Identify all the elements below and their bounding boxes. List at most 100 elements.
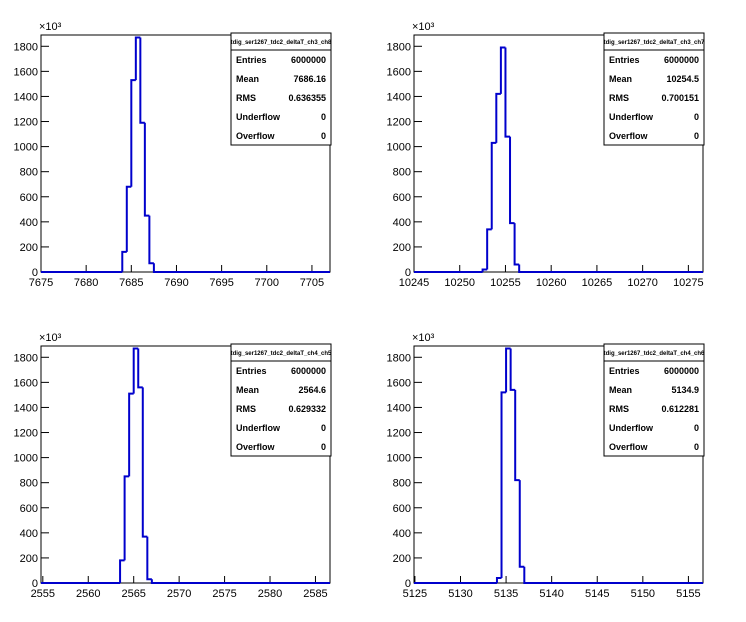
x-tick-label: 5130 xyxy=(448,588,472,600)
x-tick-label: 10265 xyxy=(582,277,613,289)
stats-label: Entries xyxy=(609,55,640,65)
y-tick-label: 1400 xyxy=(14,402,38,414)
hist-bin xyxy=(499,46,506,94)
stats-value: 0.629332 xyxy=(288,404,326,414)
x-tick-label: 5125 xyxy=(403,588,427,600)
hist-bin xyxy=(504,47,511,138)
hist-bin xyxy=(486,228,492,270)
y-tick-label: 0 xyxy=(32,578,38,590)
stats-label: Mean xyxy=(609,385,632,395)
x-tick-label: 10275 xyxy=(673,277,704,289)
x-tick-label: 10260 xyxy=(536,277,567,289)
hist-bin xyxy=(125,185,132,252)
hist-bin xyxy=(514,389,520,482)
stats-box xyxy=(603,343,705,457)
stats-value: 5134.9 xyxy=(671,385,699,395)
y-tick-label: 1600 xyxy=(14,377,38,389)
y-tick-label: 200 xyxy=(393,553,411,565)
x-tick-label: 5135 xyxy=(494,588,518,600)
stats-value: 0 xyxy=(694,442,699,452)
hist-bin xyxy=(139,37,145,124)
stats-name: tdig_ser1267_tdc2_deltaT_ch4_ch5 xyxy=(231,351,332,357)
x-tick-label: 2570 xyxy=(167,588,191,600)
y-tick-label: 1800 xyxy=(387,41,411,53)
stats-value: 0 xyxy=(321,442,326,452)
y-tick-label: 800 xyxy=(393,478,411,490)
y-tick-label: 1600 xyxy=(387,377,411,389)
y-tick-label: 1800 xyxy=(14,41,38,53)
hist-bin xyxy=(132,347,139,394)
stats-name: tdig_ser1267_tdc2_deltaT_ch3_ch8 xyxy=(231,40,332,46)
y-tick-label: 1200 xyxy=(14,428,38,440)
y-tick-label: 200 xyxy=(20,242,38,254)
hist-bin xyxy=(128,392,134,477)
x-tick-label: 7680 xyxy=(74,277,98,289)
x-tick-label: 10245 xyxy=(399,277,430,289)
y-tick-label: 400 xyxy=(20,217,38,229)
x-tick-label: 2560 xyxy=(76,588,100,600)
stats-label: Overflow xyxy=(609,442,649,452)
x-tick-label: 2580 xyxy=(258,588,282,600)
y-tick-label: 1200 xyxy=(387,117,411,129)
y-tick-label: 1600 xyxy=(14,66,38,78)
hist-bin xyxy=(518,480,525,568)
stats-value: 0 xyxy=(694,131,699,141)
stats-name: tdig_ser1267_tdc2_deltaT_ch3_ch7 xyxy=(604,40,705,46)
hist-bin xyxy=(500,391,507,578)
hist-bin xyxy=(123,475,130,561)
y-tick-label: 0 xyxy=(405,267,411,279)
y-tick-label: 800 xyxy=(393,167,411,179)
hist-bin xyxy=(495,576,502,583)
stats-label: Mean xyxy=(609,74,632,84)
hist-bin xyxy=(509,136,515,225)
x-tick-label: 5140 xyxy=(539,588,563,600)
stats-value: 6000000 xyxy=(291,366,326,376)
stats-box xyxy=(230,32,332,146)
y-exponent: ×10³ xyxy=(412,21,435,33)
y-tick-label: 600 xyxy=(20,503,38,515)
hist-bin xyxy=(509,348,516,391)
hist-bin xyxy=(152,263,330,273)
stats-label: RMS xyxy=(236,404,256,414)
stats-label: Entries xyxy=(236,366,267,376)
stats-label: Mean xyxy=(236,74,259,84)
stats-label: Underflow xyxy=(236,112,281,122)
x-tick-label: 2555 xyxy=(31,588,55,600)
hist-bin xyxy=(134,36,141,81)
y-tick-label: 800 xyxy=(20,167,38,179)
stats-label: Underflow xyxy=(609,423,654,433)
hist-bin xyxy=(137,348,143,389)
x-tick-label: 10270 xyxy=(627,277,658,289)
y-tick-label: 1000 xyxy=(14,142,38,154)
stats-value: 0 xyxy=(694,112,699,122)
stats-value: 10254.5 xyxy=(666,74,699,84)
y-tick-label: 0 xyxy=(405,578,411,590)
stats-label: RMS xyxy=(236,93,256,103)
hist-bin xyxy=(141,387,148,538)
stats-label: Entries xyxy=(236,55,267,65)
hist-bin xyxy=(119,559,125,583)
hist-bin xyxy=(481,268,488,272)
y-tick-label: 1400 xyxy=(14,91,38,103)
stats-value: 7686.16 xyxy=(293,74,326,84)
x-tick-label: 7705 xyxy=(300,277,324,289)
stats-label: Underflow xyxy=(609,112,654,122)
stats-value: 6000000 xyxy=(664,366,699,376)
stats-label: Entries xyxy=(609,366,640,376)
y-tick-label: 400 xyxy=(20,528,38,540)
y-tick-label: 400 xyxy=(393,217,411,229)
hist-bin xyxy=(518,264,703,273)
stats-label: RMS xyxy=(609,404,629,414)
hist-bin xyxy=(121,250,127,272)
y-tick-label: 600 xyxy=(393,192,411,204)
x-tick-label: 2565 xyxy=(121,588,145,600)
stats-value: 0.700151 xyxy=(661,93,699,103)
y-tick-label: 200 xyxy=(20,553,38,565)
y-tick-label: 400 xyxy=(393,528,411,540)
stats-name: tdig_ser1267_tdc2_deltaT_ch4_ch6 xyxy=(604,351,705,357)
hist-bin xyxy=(523,566,703,584)
stats-label: Overflow xyxy=(236,442,276,452)
stats-label: Overflow xyxy=(609,131,649,141)
stats-box xyxy=(603,32,705,146)
